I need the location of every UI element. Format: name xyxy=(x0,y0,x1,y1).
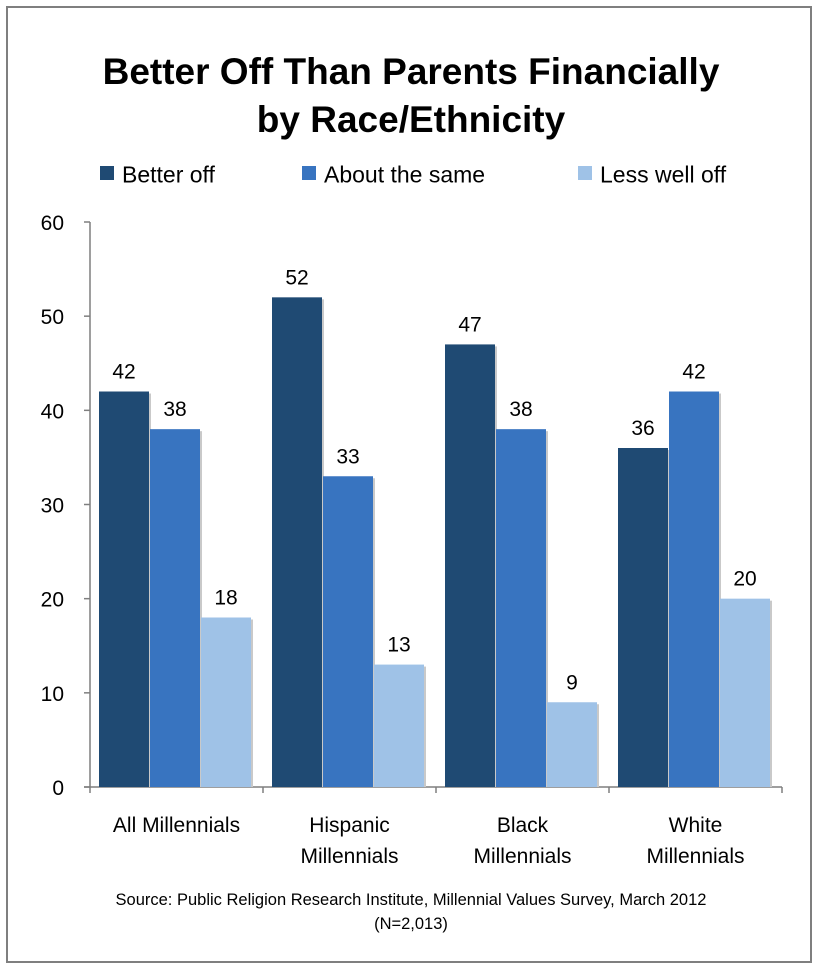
bar-better-off xyxy=(445,344,495,787)
y-tick-label: 30 xyxy=(41,495,64,518)
y-tick-label: 50 xyxy=(41,306,64,329)
data-label-about-the-same: 42 xyxy=(682,361,705,384)
data-label-about-the-same: 38 xyxy=(509,398,532,421)
x-category-label: Millennials xyxy=(473,845,571,868)
bar-less-well-off xyxy=(201,617,251,787)
data-label-better-off: 36 xyxy=(631,417,654,440)
legend-label-about-the-same: About the same xyxy=(324,161,486,188)
data-label-better-off: 47 xyxy=(458,313,481,336)
source-note-line2: (N=2,013) xyxy=(374,915,448,933)
x-category-label: Black xyxy=(497,814,549,837)
legend-swatch-about-the-same xyxy=(302,165,316,180)
y-tick-label: 20 xyxy=(41,589,64,612)
data-label-less-well-off: 13 xyxy=(387,634,410,657)
bar-about-the-same xyxy=(669,391,719,787)
bar-better-off xyxy=(272,297,322,787)
x-category-label: All Millennials xyxy=(113,814,240,837)
bar-less-well-off xyxy=(374,664,424,787)
y-tick-label: 0 xyxy=(52,777,64,800)
legend-item-less-well-off: Less well off xyxy=(578,160,726,188)
bar-less-well-off xyxy=(547,702,597,787)
data-label-better-off: 52 xyxy=(285,266,308,289)
x-category-label: Millennials xyxy=(300,845,398,868)
y-tick-label: 10 xyxy=(41,683,64,706)
bar-better-off xyxy=(618,448,668,787)
y-tick-label: 40 xyxy=(41,400,64,423)
x-category-label: Millennials xyxy=(646,845,744,868)
data-label-less-well-off: 9 xyxy=(566,671,578,694)
legend-swatch-less-well-off xyxy=(578,165,592,180)
bar-about-the-same xyxy=(150,429,200,787)
legend-item-better-off: Better off xyxy=(100,160,215,188)
data-label-less-well-off: 20 xyxy=(733,568,756,591)
x-category-label: Hispanic xyxy=(309,814,390,837)
y-tick-label: 60 xyxy=(41,212,64,235)
legend-swatch-better-off xyxy=(100,165,114,180)
bar-less-well-off xyxy=(720,598,770,787)
bar-better-off xyxy=(99,391,149,787)
data-label-about-the-same: 33 xyxy=(336,445,359,468)
data-label-less-well-off: 18 xyxy=(214,587,237,610)
legend-label-less-well-off: Less well off xyxy=(600,161,727,188)
data-label-better-off: 42 xyxy=(112,361,135,384)
bar-about-the-same xyxy=(496,429,546,787)
source-note-line1: Source: Public Religion Research Institu… xyxy=(115,891,707,909)
chart-title-line1: Better Off Than Parents Financially xyxy=(102,51,720,92)
x-category-label: White xyxy=(669,814,723,837)
legend-item-about-the-same: About the same xyxy=(302,160,485,188)
chart-title-line2: by Race/Ethnicity xyxy=(256,99,566,140)
bar-about-the-same xyxy=(323,476,373,787)
data-label-about-the-same: 38 xyxy=(163,398,186,421)
legend-label-better-off: Better off xyxy=(122,161,215,188)
